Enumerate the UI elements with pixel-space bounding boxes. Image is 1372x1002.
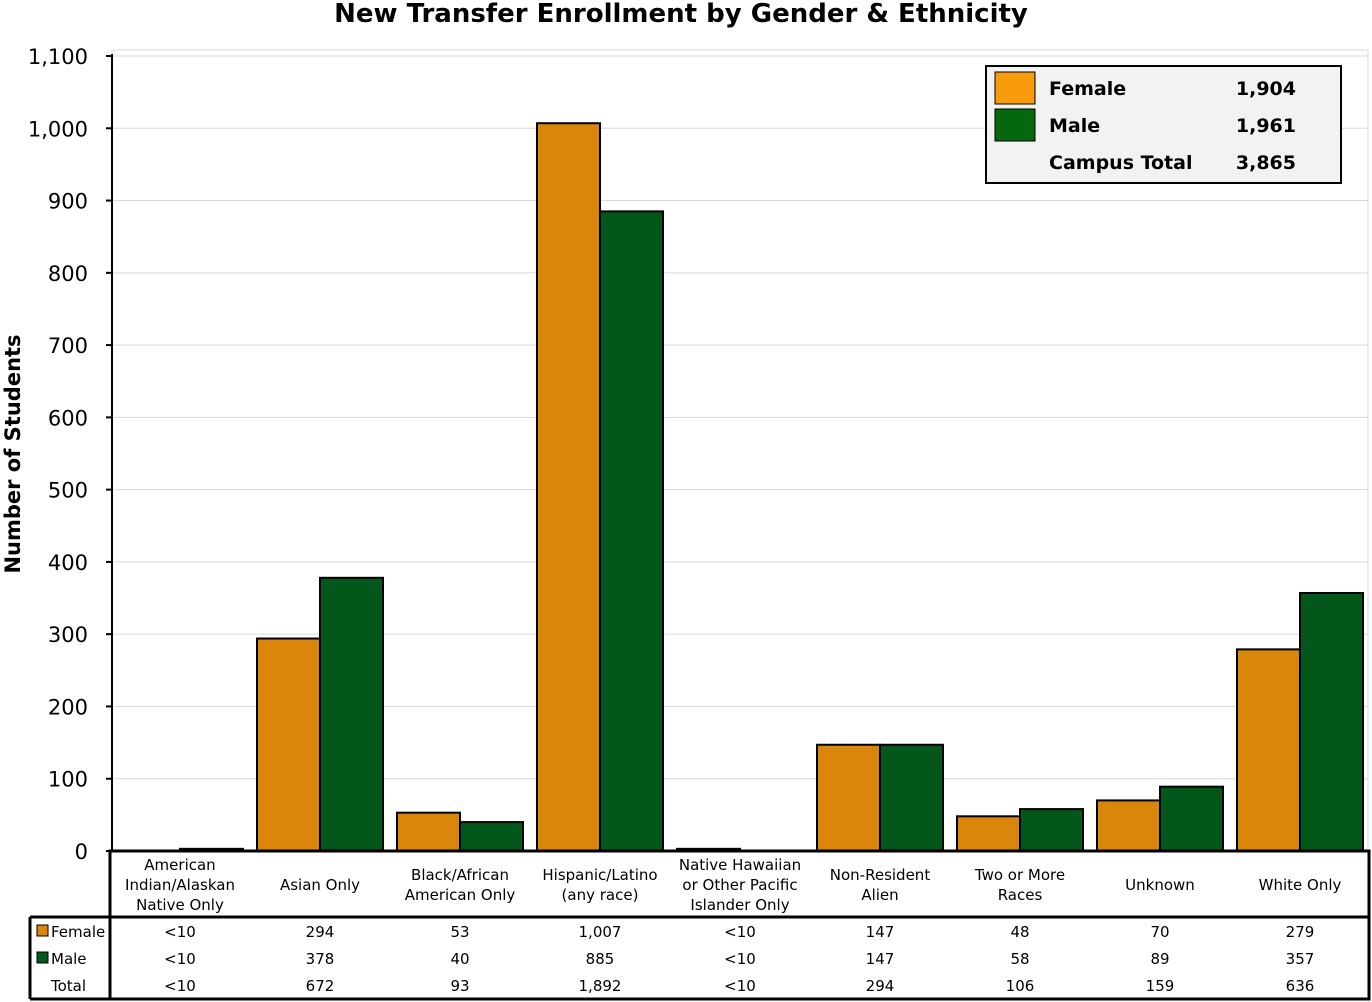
legend-box: [985, 65, 1342, 184]
y-tick-label: 800: [48, 262, 88, 286]
legend-value: 3,865: [1236, 152, 1296, 174]
data-label-female: 53: [450, 923, 469, 941]
data-label-total: 159: [1146, 977, 1175, 995]
bar-male: [1019, 808, 1084, 853]
x-category-label: Races: [998, 886, 1043, 904]
bar-male: [879, 743, 944, 852]
x-category-label: Islander Only: [690, 896, 789, 914]
data-label-female: 279: [1286, 923, 1315, 941]
x-category-label: or Other Pacific: [682, 876, 797, 894]
x-category-label: Two or More: [974, 866, 1065, 884]
x-category-label: Black/African: [411, 866, 509, 884]
y-tick-label: 700: [48, 334, 88, 358]
data-label-female: 70: [1150, 923, 1169, 941]
data-label-female: 48: [1010, 923, 1029, 941]
row-label-female: Female: [51, 923, 105, 941]
data-label-male: 357: [1286, 950, 1315, 968]
data-label-male: 40: [450, 950, 469, 968]
y-tick-label: 400: [48, 551, 88, 575]
data-label-female: <10: [164, 923, 196, 941]
data-label-male: 147: [866, 950, 895, 968]
data-label-female: 294: [306, 923, 335, 941]
x-category-label: White Only: [1259, 876, 1342, 894]
legend-swatch-male: [994, 108, 1036, 142]
data-label-male: <10: [724, 950, 756, 968]
y-tick-label: 200: [48, 695, 88, 719]
data-label-male: 378: [306, 950, 335, 968]
legend-value: 1,961: [1236, 115, 1296, 137]
y-tick-label: 1,000: [28, 117, 88, 141]
data-label-male: 885: [586, 950, 615, 968]
bar-male: [599, 210, 664, 853]
legend-label: Male: [1049, 115, 1100, 137]
bar-female: [1096, 799, 1161, 853]
y-tick-label: 300: [48, 623, 88, 647]
bar-female: [956, 815, 1021, 852]
x-category-label: Asian Only: [280, 876, 360, 894]
data-label-total: 636: [1286, 977, 1315, 995]
y-tick-label: 600: [48, 406, 88, 430]
y-tick-label: 900: [48, 190, 88, 214]
row-label-total: Total: [50, 977, 86, 995]
data-label-male: <10: [164, 950, 196, 968]
x-category-label: Unknown: [1125, 876, 1195, 894]
bar-male: [1299, 591, 1364, 853]
bar-female: [256, 637, 321, 852]
legend-label: Female: [1049, 78, 1126, 100]
data-label-female: 147: [866, 923, 895, 941]
bar-female: [816, 743, 881, 852]
y-tick-label: 0: [75, 840, 88, 864]
x-category-label: Hispanic/Latino: [542, 866, 657, 884]
chart-title: New Transfer Enrollment by Gender & Ethn…: [334, 0, 1028, 29]
x-category-label: Indian/Alaskan: [125, 876, 235, 894]
row-label-male: Male: [51, 950, 87, 968]
legend-label: Campus Total: [1049, 152, 1193, 174]
legend-value: 1,904: [1236, 78, 1296, 100]
y-axis-label: Number of Students: [1, 334, 25, 573]
data-label-total: 93: [450, 977, 469, 995]
y-tick-label: 500: [48, 479, 88, 503]
data-label-male: 89: [1150, 950, 1169, 968]
data-table-frame: [108, 849, 1371, 1001]
x-category-label: Alien: [861, 886, 898, 904]
data-label-female: 1,007: [579, 923, 622, 941]
x-category-label: Native Only: [136, 896, 224, 914]
x-category-label: American: [144, 856, 215, 874]
x-category-label: Native Hawaiian: [679, 856, 801, 874]
data-label-total: 106: [1006, 977, 1035, 995]
bar-male: [319, 576, 384, 852]
x-category-label: Non-Resident: [830, 866, 931, 884]
bar-male: [1159, 785, 1224, 852]
y-tick-label: 1,100: [28, 45, 88, 69]
row-key-female: [36, 924, 49, 937]
plot-area: 0 100 200 300 400 500 600 700 800 900 1,000 1,100 Am…: [28, 45, 1371, 1001]
y-tick-label: 100: [48, 768, 88, 792]
data-label-total: <10: [724, 977, 756, 995]
x-category-label: (any race): [562, 886, 639, 904]
data-label-total: 672: [306, 977, 335, 995]
bar-female: [536, 122, 601, 853]
data-label-female: <10: [724, 923, 756, 941]
bar-male: [459, 821, 524, 852]
row-key-male: [36, 951, 49, 964]
legend-swatch-female: [994, 71, 1036, 105]
x-category-label: American Only: [405, 886, 516, 904]
data-label-male: 58: [1010, 950, 1029, 968]
data-label-total: 294: [866, 977, 895, 995]
bar-female: [396, 811, 461, 852]
data-label-total: 1,892: [579, 977, 622, 995]
bar-female: [1236, 648, 1301, 852]
data-label-total: <10: [164, 977, 196, 995]
